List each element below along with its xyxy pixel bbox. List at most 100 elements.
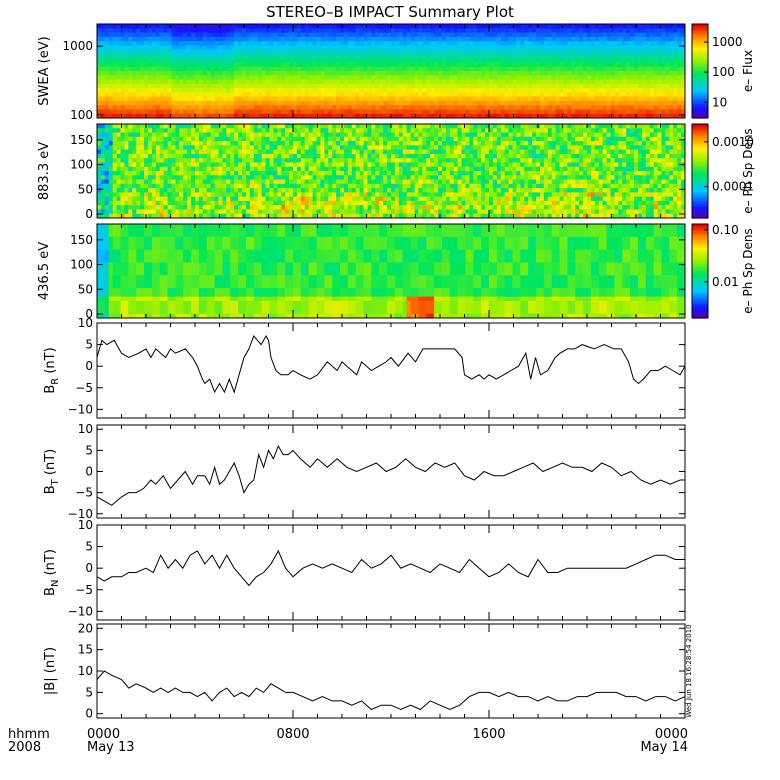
heatmap-cell xyxy=(97,124,102,129)
heatmap-cell xyxy=(245,136,251,142)
heatmap-cell xyxy=(418,79,423,85)
heatmap-cell xyxy=(587,92,592,98)
heatmap-cell xyxy=(394,66,400,72)
heatmap-cell xyxy=(445,58,451,63)
heatmap-cell xyxy=(453,53,459,59)
heatmap-cell xyxy=(398,79,404,85)
heatmap-cell xyxy=(226,124,231,129)
heatmap-cell xyxy=(159,83,165,89)
heatmap-cell xyxy=(234,75,239,81)
heatmap-cell xyxy=(359,62,365,68)
heatmap-cell xyxy=(163,62,169,68)
heatmap-cell xyxy=(214,79,220,85)
heatmap-cell xyxy=(536,53,541,59)
heatmap-cell xyxy=(171,41,176,46)
heatmap-cell xyxy=(308,28,314,34)
heatmap-cell xyxy=(242,136,247,142)
heatmap-cell xyxy=(112,166,118,172)
heatmap-cell xyxy=(238,49,243,55)
heatmap-cell xyxy=(512,109,517,115)
heatmap-cell xyxy=(414,105,419,110)
heatmap-cell xyxy=(296,83,302,89)
heatmap-cell xyxy=(324,183,329,189)
heatmap-cell xyxy=(441,36,447,42)
heatmap-cell xyxy=(116,188,122,193)
heatmap-cell xyxy=(485,83,490,89)
heatmap-cell xyxy=(245,200,251,206)
heatmap-cell xyxy=(300,109,306,115)
heatmap-cell xyxy=(120,75,125,81)
heatmap-cell xyxy=(637,92,643,98)
heatmap-cell xyxy=(481,66,486,72)
heatmap-cell xyxy=(198,183,204,189)
heatmap-cell xyxy=(124,53,129,59)
heatmap-cell xyxy=(171,32,176,38)
heatmap-cell xyxy=(312,45,318,51)
heatmap-cell xyxy=(351,196,357,202)
heatmap-cell xyxy=(406,66,412,72)
heatmap-cell xyxy=(277,153,282,159)
heatmap-cell xyxy=(257,179,263,185)
heatmap-cell xyxy=(375,75,380,81)
heatmap-cell xyxy=(191,88,196,93)
heatmap-cell xyxy=(398,58,404,63)
heatmap-cell xyxy=(324,62,329,68)
heatmap-cell xyxy=(343,36,349,42)
heatmap-cell xyxy=(481,71,486,76)
heatmap-cell xyxy=(398,96,404,102)
heatmap-cell xyxy=(379,128,384,134)
heatmap-cell xyxy=(116,113,122,119)
heatmap-cell xyxy=(343,124,349,129)
heatmap-cell xyxy=(559,88,564,93)
heatmap-cell xyxy=(661,28,666,34)
heatmap-cell xyxy=(543,88,549,93)
heatmap-cell xyxy=(281,83,286,89)
heatmap-cell xyxy=(406,24,412,29)
heatmap-cell xyxy=(547,49,553,55)
heatmap-cell xyxy=(649,41,655,46)
heatmap-cell xyxy=(539,32,545,38)
heatmap-cell xyxy=(234,41,239,46)
heatmap-cell xyxy=(500,28,506,34)
heatmap-cell xyxy=(183,200,188,206)
heatmap-cell xyxy=(681,75,686,81)
heatmap-cell xyxy=(230,105,235,110)
heatmap-cell xyxy=(226,162,231,168)
heatmap-cell xyxy=(151,183,157,189)
heatmap-cell xyxy=(512,24,517,29)
heatmap-cell xyxy=(163,45,169,51)
heatmap-cell xyxy=(308,71,314,76)
heatmap-cell xyxy=(218,175,223,181)
heatmap-cell xyxy=(226,132,231,138)
heatmap-cell xyxy=(253,132,259,138)
heatmap-cell xyxy=(485,58,490,63)
heatmap-cell xyxy=(367,41,372,46)
heatmap-cell xyxy=(434,79,439,85)
heatmap-cell xyxy=(269,213,274,219)
heatmap-cell xyxy=(304,71,310,76)
heatmap-cell xyxy=(520,88,525,93)
heatmap-cell xyxy=(175,205,180,210)
heatmap-cell xyxy=(253,183,259,189)
heatmap-cell xyxy=(563,79,568,85)
heatmap-cell xyxy=(124,24,129,29)
heatmap-cell xyxy=(179,132,184,138)
heatmap-cell xyxy=(449,36,455,42)
heatmap-cell xyxy=(140,205,145,210)
heatmap-cell xyxy=(140,58,145,63)
heatmap-cell xyxy=(281,96,286,102)
heatmap-cell xyxy=(681,96,686,102)
heatmap-cell xyxy=(453,41,459,46)
heatmap-cell xyxy=(210,41,216,46)
heatmap-cell xyxy=(187,166,192,172)
heatmap-cell xyxy=(391,24,396,29)
heatmap-cell xyxy=(406,49,412,55)
heatmap-cell xyxy=(391,49,396,55)
heatmap-cell xyxy=(112,58,118,63)
heatmap-cell xyxy=(155,158,161,163)
heatmap-cell xyxy=(265,128,270,134)
heatmap-cell xyxy=(132,79,137,85)
heatmap-cell xyxy=(363,141,368,146)
heatmap-cell xyxy=(336,162,341,168)
heatmap-cell xyxy=(528,113,533,119)
